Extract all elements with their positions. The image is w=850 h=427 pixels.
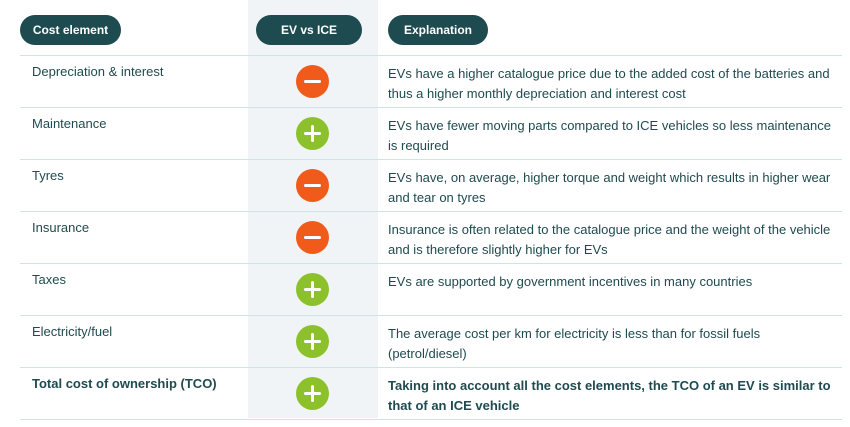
table-row: Taxes EVs are supported by government in… — [20, 264, 842, 316]
cost-element-name: Total cost of ownership (TCO) — [32, 376, 217, 391]
plus-circle-icon — [296, 273, 329, 306]
minus-circle-icon — [296, 221, 329, 254]
plus-circle-icon — [296, 325, 329, 358]
explanation-text: EVs have a higher catalogue price due to… — [388, 66, 830, 101]
cost-element-header: Cost element — [20, 15, 121, 45]
explanation-text: The average cost per km for electricity … — [388, 326, 761, 361]
table-row: Maintenance EVs have fewer moving parts … — [20, 108, 842, 160]
explanation-text: Insurance is often related to the catalo… — [388, 222, 831, 257]
table-row: Depreciation & interest EVs have a highe… — [20, 56, 842, 108]
minus-circle-icon — [296, 169, 329, 202]
explanation-header: Explanation — [388, 15, 488, 45]
table-header: Cost element EV vs ICE Explanation — [20, 0, 842, 56]
explanation-text: EVs have fewer moving parts compared to … — [388, 118, 831, 153]
minus-circle-icon — [296, 65, 329, 98]
cost-element-name: Maintenance — [32, 116, 107, 131]
cost-element-name: Depreciation & interest — [32, 64, 164, 79]
plus-circle-icon — [296, 377, 329, 410]
table-row: Tyres EVs have, on average, higher torqu… — [20, 160, 842, 212]
table-row: Electricity/fuel The average cost per km… — [20, 316, 842, 368]
plus-circle-icon — [296, 117, 329, 150]
cost-element-name: Electricity/fuel — [32, 324, 113, 339]
explanation-text: EVs are supported by government incentiv… — [388, 274, 753, 289]
explanation-text: EVs have, on average, higher torque and … — [388, 170, 831, 205]
cost-comparison-table: Cost element EV vs ICE Explanation Depre… — [20, 0, 842, 420]
table-row: Insurance Insurance is often related to … — [20, 212, 842, 264]
cost-element-name: Insurance — [32, 220, 90, 235]
ev-vs-ice-header: EV vs ICE — [256, 15, 362, 45]
explanation-text: Taking into account all the cost element… — [388, 378, 831, 413]
total-row: Total cost of ownership (TCO) Taking int… — [20, 368, 842, 420]
cost-element-name: Tyres — [32, 168, 64, 183]
cost-element-name: Taxes — [32, 272, 66, 287]
